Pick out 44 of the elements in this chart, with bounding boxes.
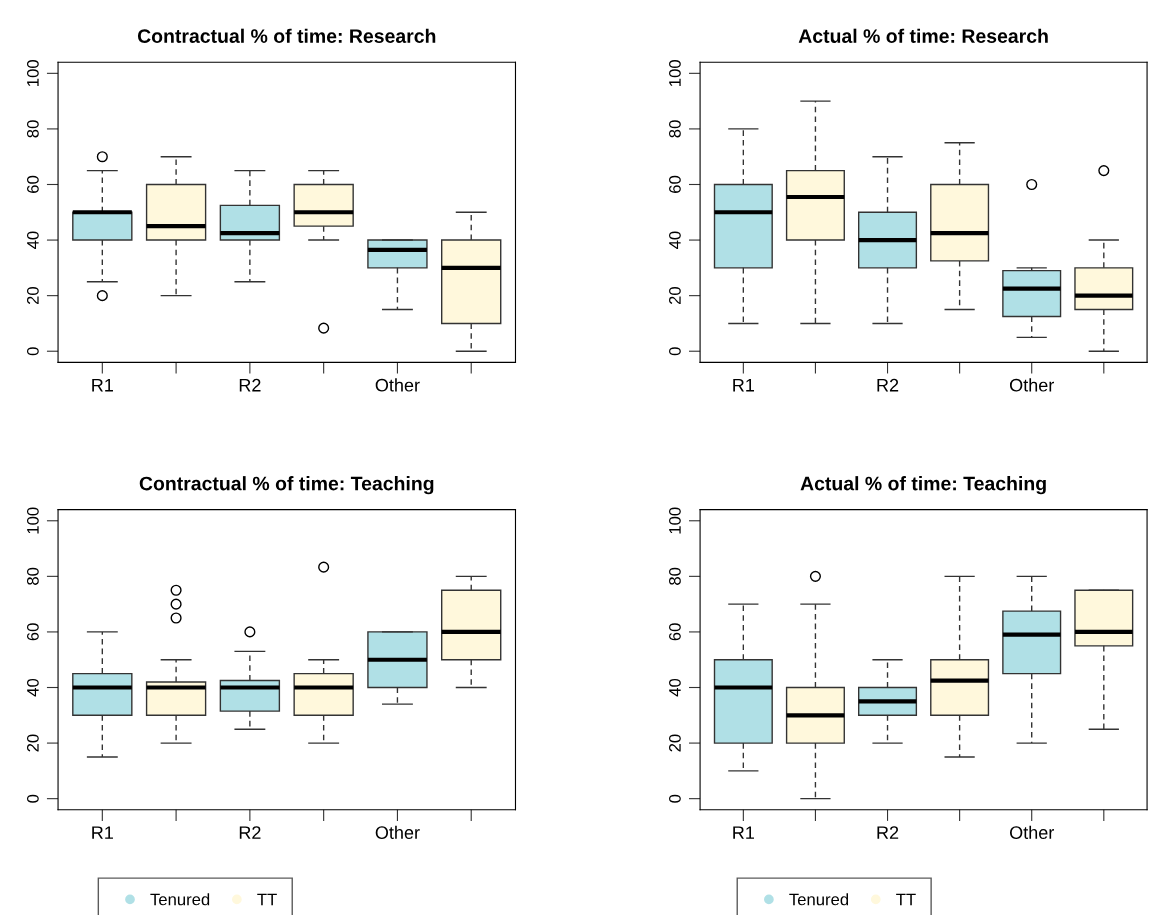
y-tick-label: 0: [26, 347, 39, 356]
y-tick-label: 100: [26, 60, 39, 86]
x-tick-label: R2: [877, 826, 899, 839]
y-tick-label: 20: [669, 734, 681, 752]
x-tick-label: R2: [877, 378, 899, 392]
x-tick-label: R1: [92, 826, 113, 839]
x-tick-label: R1: [92, 378, 113, 392]
y-tick-label: 40: [669, 231, 681, 249]
legend-label: Tenured: [789, 893, 849, 906]
chart-title: Contractual % of time: Teaching: [139, 476, 434, 495]
y-tick-label: 0: [26, 794, 39, 803]
y-tick-label: 0: [669, 347, 681, 356]
y-tick-label: 40: [26, 231, 39, 249]
x-tick-label: R1: [733, 378, 754, 392]
y-tick-label: 20: [26, 287, 39, 305]
y-tick-label: 60: [26, 623, 39, 641]
legend-label: TT: [896, 893, 916, 906]
y-tick-label: 80: [669, 567, 681, 585]
y-tick-label: 80: [669, 120, 681, 138]
y-tick-label: 100: [669, 60, 681, 86]
chart-title: Contractual % of time: Research: [137, 28, 436, 43]
y-tick-label: 80: [26, 567, 39, 585]
y-tick-label: 0: [669, 794, 681, 803]
y-tick-label: 40: [669, 678, 681, 697]
x-tick-label: Other: [375, 825, 420, 840]
y-tick-label: 60: [669, 623, 681, 641]
y-tick-label: 60: [26, 175, 39, 193]
x-tick-label: Other: [375, 378, 420, 392]
x-tick-label: R2: [239, 826, 261, 839]
y-tick-label: 100: [26, 507, 39, 534]
chart-title: Actual % of time: Research: [798, 28, 1048, 43]
x-tick-label: R1: [733, 826, 754, 839]
x-tick-label: Other: [1010, 378, 1054, 392]
x-tick-label: Other: [1010, 825, 1054, 840]
x-tick-label: R2: [239, 378, 261, 392]
y-tick-label: 80: [26, 120, 39, 138]
y-tick-label: 20: [669, 287, 681, 305]
y-tick-label: 20: [26, 734, 39, 752]
y-tick-label: 100: [669, 507, 681, 534]
y-tick-label: 60: [669, 175, 681, 193]
legend-label: TT: [257, 893, 277, 906]
chart-title: Actual % of time: Teaching: [800, 476, 1046, 495]
y-tick-label: 40: [26, 678, 39, 697]
legend-label: Tenured: [150, 893, 210, 906]
